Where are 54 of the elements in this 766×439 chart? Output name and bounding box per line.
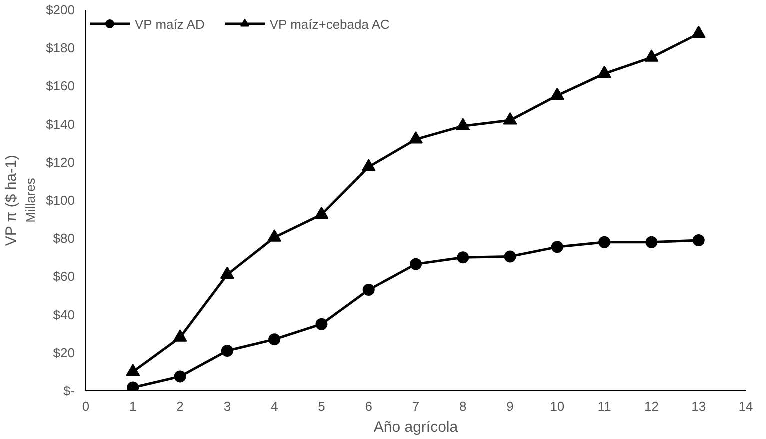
y-tick-label: $160 bbox=[46, 78, 75, 94]
point bbox=[504, 250, 516, 263]
x-tick-label: 13 bbox=[692, 399, 706, 414]
y-tick-label: $- bbox=[63, 384, 76, 398]
x-axis-title: Año agrícola bbox=[374, 419, 459, 436]
y-tick-label: $180 bbox=[46, 40, 75, 56]
y-axis-title: VP π ($ ha-1) bbox=[3, 155, 20, 246]
x-tick-label: 8 bbox=[460, 399, 467, 414]
x-tick-label: 0 bbox=[82, 399, 90, 414]
point bbox=[646, 236, 658, 248]
point bbox=[598, 236, 611, 248]
x-tick-label: 6 bbox=[365, 399, 372, 414]
x-tick-label: 3 bbox=[224, 399, 232, 414]
point bbox=[503, 112, 518, 125]
y-tick-label: $80 bbox=[53, 231, 76, 246]
x-tick-label: 10 bbox=[550, 399, 565, 414]
y-tick-label: $120 bbox=[46, 154, 75, 170]
x-tick-label: 7 bbox=[412, 399, 420, 414]
legend-label: VP maíz+cebada AC bbox=[270, 16, 390, 32]
legend-label: VP maíz AD bbox=[135, 16, 205, 32]
point bbox=[457, 252, 470, 264]
point bbox=[692, 26, 706, 38]
point bbox=[268, 334, 281, 346]
point bbox=[410, 258, 422, 270]
x-tick-label: 1 bbox=[130, 399, 137, 414]
point bbox=[268, 230, 282, 242]
y-tick-label: $140 bbox=[46, 116, 75, 132]
y-tick-label: $100 bbox=[46, 193, 75, 208]
point bbox=[550, 88, 564, 100]
y-tick-label: $40 bbox=[53, 307, 76, 322]
point bbox=[316, 318, 328, 330]
point bbox=[551, 241, 564, 254]
x-tick-label: 2 bbox=[176, 399, 184, 414]
point bbox=[692, 234, 705, 246]
point bbox=[598, 66, 612, 78]
x-tick-label: 5 bbox=[318, 399, 326, 414]
x-tick-label: 4 bbox=[270, 399, 278, 414]
y-tick-label: $20 bbox=[53, 345, 76, 360]
point bbox=[314, 206, 329, 220]
y-tick-label: $200 bbox=[46, 2, 75, 18]
point bbox=[174, 370, 186, 383]
y-tick-label: $60 bbox=[53, 269, 76, 284]
x-tick-label: 12 bbox=[644, 399, 659, 414]
point bbox=[409, 132, 423, 144]
x-tick-label: 9 bbox=[506, 399, 514, 414]
point bbox=[644, 50, 659, 62]
point bbox=[220, 266, 234, 280]
point bbox=[221, 345, 234, 357]
point bbox=[362, 284, 375, 296]
point bbox=[456, 118, 470, 130]
text: Millares bbox=[23, 178, 38, 223]
x-tick-label: 14 bbox=[738, 399, 754, 414]
point bbox=[362, 159, 376, 172]
x-tick-label: 11 bbox=[598, 399, 612, 414]
